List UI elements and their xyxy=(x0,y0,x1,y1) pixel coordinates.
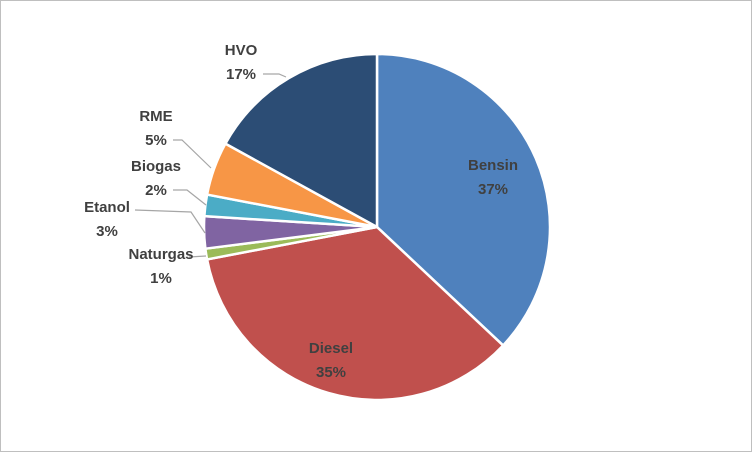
leader-line-rme xyxy=(173,139,212,169)
category-label-biogas: Biogas xyxy=(131,158,181,175)
leader-line-etanol xyxy=(134,209,206,234)
data-labels: Bensin 37% Diesel 35% Naturgas 1% Etanol 3% Biog… xyxy=(84,42,518,381)
category-label-etanol: Etanol xyxy=(84,199,130,216)
pie-slice-diesel xyxy=(205,225,505,402)
leader-line-naturgas xyxy=(188,255,207,258)
pie-slice-bensin xyxy=(375,52,552,347)
category-label-bensin: Bensin xyxy=(468,157,518,174)
value-label-naturgas: 1% xyxy=(150,270,172,287)
pie-slices xyxy=(202,52,552,402)
category-label-rme: RME xyxy=(139,108,172,125)
leader-lines xyxy=(134,73,287,258)
leader-line-biogas xyxy=(173,189,207,206)
value-label-bensin: 37% xyxy=(478,181,508,198)
value-label-hvo: 17% xyxy=(226,66,256,83)
value-label-biogas: 2% xyxy=(145,182,167,199)
category-label-hvo: HVO xyxy=(225,42,258,59)
value-label-etanol: 3% xyxy=(96,223,118,240)
pie-slice-hvo xyxy=(224,52,379,229)
leader-line-hvo xyxy=(263,73,287,78)
value-label-rme: 5% xyxy=(145,132,167,149)
category-label-diesel: Diesel xyxy=(309,340,353,357)
value-label-diesel: 35% xyxy=(316,364,346,381)
category-label-naturgas: Naturgas xyxy=(128,246,193,263)
